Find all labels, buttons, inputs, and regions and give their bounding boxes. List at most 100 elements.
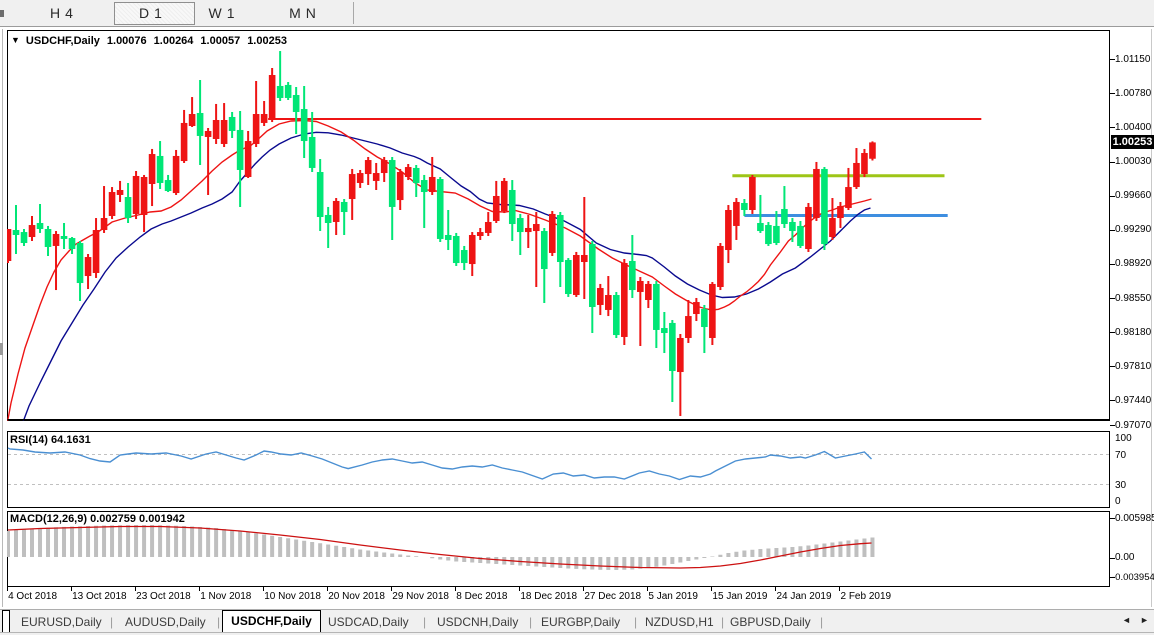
- candle-body: [396, 172, 404, 201]
- candle-body: [613, 295, 620, 336]
- candle-body: [436, 179, 444, 239]
- candle-body: [629, 260, 636, 291]
- candle-body: [637, 281, 644, 292]
- tab-separator: |: [529, 615, 533, 629]
- candle-body: [300, 109, 308, 142]
- time-label: 24 Jan 2019: [776, 591, 832, 602]
- candle-body: [388, 160, 396, 207]
- candle-body: [581, 255, 588, 263]
- rsi-scale-label: 70: [1115, 450, 1127, 461]
- tab-eurusd-daily[interactable]: EURUSD,Daily: [21, 615, 102, 629]
- timeframe-button-h4[interactable]: H4: [50, 5, 78, 21]
- candle-body: [741, 202, 748, 211]
- candle-body: [605, 295, 612, 310]
- candle-body: [556, 214, 564, 263]
- candle-body: [164, 180, 172, 192]
- candle-body: [508, 189, 516, 225]
- tab-usdchf-daily[interactable]: USDCHF,Daily: [222, 610, 321, 632]
- ohlc-low: 1.00057: [200, 35, 241, 47]
- candle-body: [284, 84, 292, 98]
- tab-gbpusd-daily[interactable]: GBPUSD,Daily: [730, 615, 811, 629]
- candle-body: [701, 309, 708, 328]
- tab-audusd-daily[interactable]: AUDUSD,Daily: [125, 615, 206, 629]
- candle-body: [380, 160, 388, 174]
- candle-body: [268, 75, 276, 119]
- candle-body: [196, 112, 204, 136]
- tab-separator: |: [721, 615, 725, 629]
- time-label: 29 Nov 2018: [392, 591, 449, 602]
- candle-body: [324, 214, 332, 224]
- candle-body: [781, 208, 788, 225]
- window-right-edge: [1151, 29, 1152, 607]
- candle-body: [260, 114, 268, 123]
- rsi-name: RSI(14): [10, 434, 48, 446]
- candle-body: [244, 141, 252, 177]
- time-label: 2 Feb 2019: [840, 591, 892, 602]
- ohlc-open: 1.00076: [106, 35, 147, 47]
- tab-usdcad-daily[interactable]: USDCAD,Daily: [328, 615, 409, 629]
- timeframe-button-w1[interactable]: W1: [208, 5, 240, 21]
- candle-body: [621, 263, 628, 337]
- candle-body: [500, 180, 508, 212]
- candle-body: [869, 142, 876, 159]
- tab-usdcnh-daily[interactable]: USDCNH,Daily: [437, 615, 519, 629]
- tab-eurgbp-daily[interactable]: EURGBP,Daily: [541, 615, 621, 629]
- chart-symbol: USDCHF,Daily: [25, 35, 100, 47]
- time-tick: [7, 587, 9, 591]
- candle-body: [717, 245, 724, 287]
- tab-separator: |: [634, 615, 638, 629]
- time-label: 8 Dec 2018: [456, 591, 508, 602]
- time-tick: [775, 587, 777, 591]
- candle-body: [92, 230, 100, 273]
- macd-panel[interactable]: [7, 511, 1110, 587]
- price-label: 0.97810: [1115, 360, 1152, 372]
- time-tick: [135, 587, 137, 591]
- candle-body: [28, 225, 36, 238]
- time-label: 5 Jan 2019: [648, 591, 698, 602]
- time-label: 4 Oct 2018: [8, 591, 58, 602]
- time-tick: [199, 587, 201, 591]
- tab-scroll-left-icon[interactable]: ◄: [1122, 615, 1131, 625]
- tab-nzdusd-h1[interactable]: NZDUSD,H1: [645, 615, 714, 629]
- candle-body: [364, 160, 372, 175]
- candle-body: [685, 316, 692, 338]
- ohlc-high: 1.00264: [153, 35, 194, 47]
- chart-dropdown-icon[interactable]: ▼: [11, 35, 20, 45]
- timeframe-button-d1[interactable]: D1: [139, 5, 167, 21]
- rsi-line: [7, 447, 872, 481]
- candle-body: [540, 231, 548, 270]
- macd-scale-label: 0.005985: [1115, 512, 1154, 524]
- main-chart-panel[interactable]: [7, 30, 1110, 421]
- toolbar-border-highlight: [0, 27, 1154, 28]
- toolbar-clipped-icon: [0, 10, 4, 17]
- candle-body: [76, 243, 84, 284]
- rsi-panel[interactable]: [7, 431, 1110, 508]
- price-label: 0.99660: [1115, 190, 1152, 202]
- price-tick: [1110, 263, 1115, 265]
- tab-scroll-right-icon[interactable]: ►: [1140, 615, 1149, 625]
- time-tick: [455, 587, 457, 591]
- price-label: 0.99290: [1115, 224, 1152, 236]
- candle-body: [757, 223, 764, 232]
- candle-body: [116, 189, 124, 195]
- candle-body: [180, 122, 188, 162]
- time-label: 15 Jan 2019: [712, 591, 768, 602]
- price-label: 0.98550: [1115, 292, 1152, 304]
- price-label: 1.00400: [1115, 121, 1152, 133]
- price-label: 0.98920: [1115, 258, 1152, 270]
- candle-body: [797, 225, 804, 246]
- candle-body: [693, 302, 700, 315]
- candle-body: [837, 206, 844, 219]
- timeframe-button-mn[interactable]: MN: [289, 5, 321, 21]
- candle-body: [140, 176, 148, 215]
- chart-tabbar: EURUSD,Daily AUDUSD,Daily USDCHF,Daily USDC…: [0, 609, 1154, 633]
- candle-body: [188, 114, 196, 126]
- candle-body: [532, 224, 540, 232]
- candle-body: [821, 168, 828, 245]
- window-bottom-strip: [0, 633, 1154, 635]
- candle-body: [228, 116, 236, 131]
- macd-label: MACD(12,26,9) 0.002759 0.001942: [10, 513, 185, 525]
- candle-body: [444, 234, 452, 240]
- time-label: 27 Dec 2018: [584, 591, 642, 602]
- candle-body: [861, 153, 868, 175]
